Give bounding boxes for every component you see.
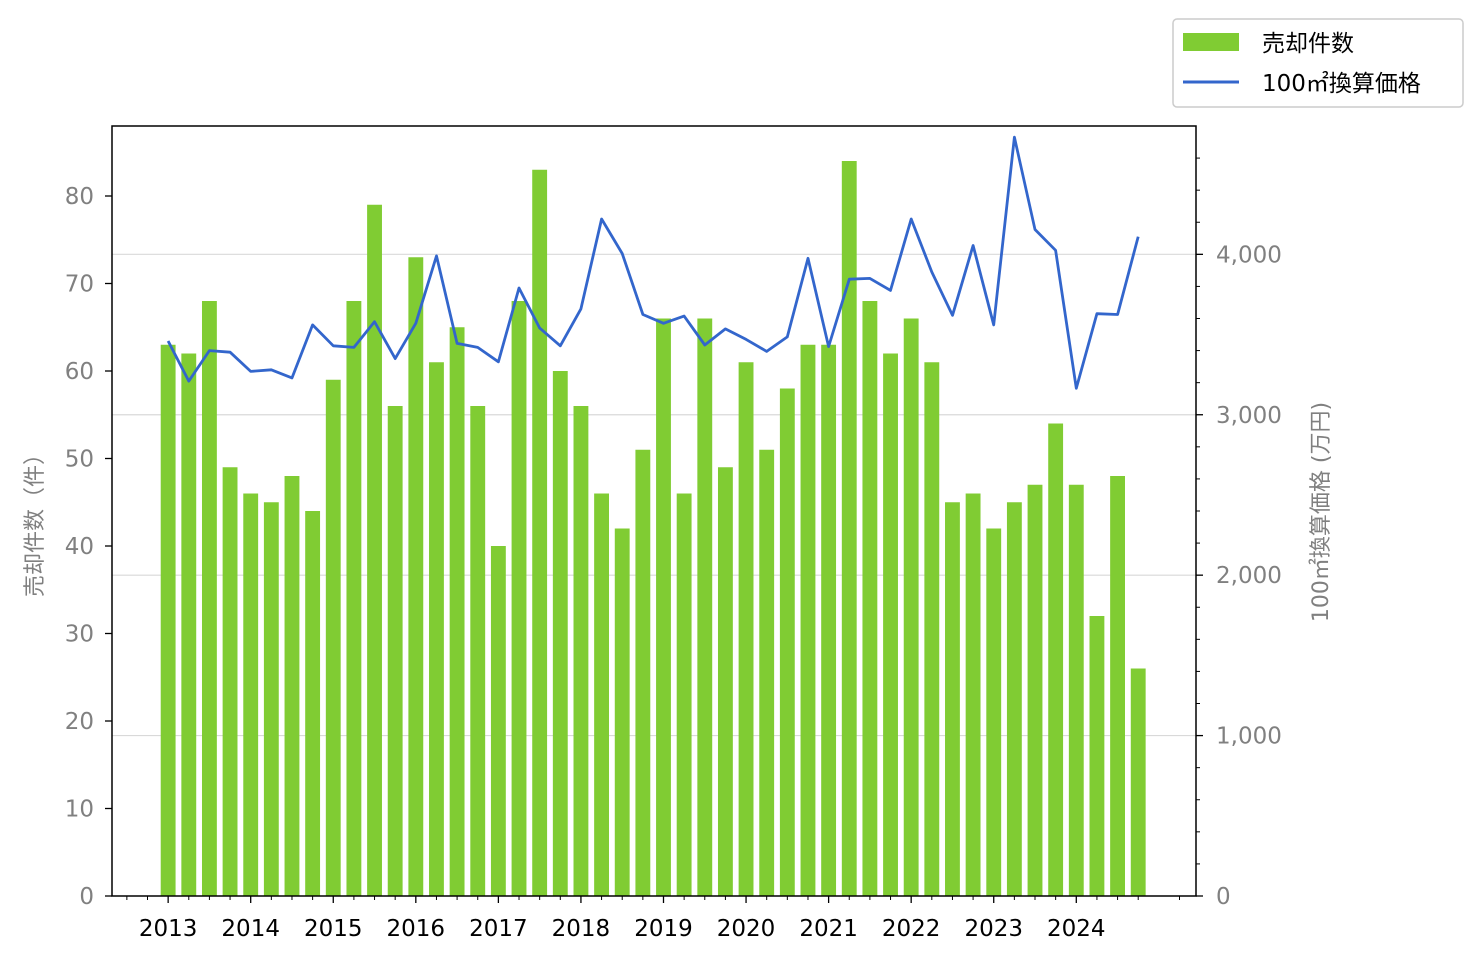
bar xyxy=(305,511,320,896)
bar xyxy=(285,476,300,896)
left-tick-label: 70 xyxy=(65,272,94,298)
bar xyxy=(512,301,527,896)
bar xyxy=(574,406,589,896)
bar xyxy=(635,450,650,896)
bar xyxy=(1089,616,1104,896)
bar xyxy=(532,170,547,896)
bar xyxy=(388,406,403,896)
bar xyxy=(862,301,877,896)
left-tick-label: 50 xyxy=(65,447,94,473)
bar xyxy=(615,529,630,897)
left-tick-label: 0 xyxy=(79,884,94,910)
bar xyxy=(677,494,692,897)
bar xyxy=(181,354,196,897)
bar xyxy=(1069,485,1084,896)
y-axis-left-label: 売却件数（件） xyxy=(23,443,48,597)
bar xyxy=(780,389,795,897)
bar xyxy=(1048,424,1063,897)
bar xyxy=(553,371,568,896)
right-tick-label: 2,000 xyxy=(1216,563,1282,589)
right-tick-label: 4,000 xyxy=(1216,242,1282,268)
bar xyxy=(842,161,857,896)
x-tick-label: 2024 xyxy=(1047,916,1106,942)
bar xyxy=(264,502,279,896)
bar xyxy=(1131,669,1146,897)
bar xyxy=(718,467,733,896)
bar xyxy=(202,301,217,896)
left-tick-label: 30 xyxy=(65,622,94,648)
bar xyxy=(1028,485,1043,896)
left-tick-label: 40 xyxy=(65,534,94,560)
legend: 売却件数 100㎡換算価格 xyxy=(1173,19,1463,107)
x-tick-label: 2020 xyxy=(717,916,776,942)
legend-bar-label: 売却件数 xyxy=(1262,31,1354,57)
x-tick-label: 2014 xyxy=(221,916,280,942)
bar xyxy=(883,354,898,897)
right-tick-label: 0 xyxy=(1216,884,1231,910)
bar xyxy=(945,502,960,896)
y-axis-right-label: 100㎡換算価格 (万円) xyxy=(1308,402,1334,622)
bar xyxy=(759,450,774,896)
x-tick-label: 2022 xyxy=(882,916,941,942)
bar xyxy=(346,301,361,896)
x-tick-label: 2016 xyxy=(387,916,446,942)
left-tick-label: 20 xyxy=(65,709,94,735)
price-line xyxy=(168,137,1138,388)
x-tick-label: 2019 xyxy=(634,916,693,942)
bar xyxy=(429,362,444,896)
x-tick-label: 2015 xyxy=(304,916,363,942)
bar xyxy=(243,494,258,897)
bar xyxy=(1110,476,1125,896)
bars xyxy=(161,161,1146,896)
legend-line-label: 100㎡換算価格 xyxy=(1262,71,1421,97)
bar xyxy=(986,529,1001,897)
x-tick-label: 2021 xyxy=(799,916,858,942)
x-tick-label: 2017 xyxy=(469,916,528,942)
bar xyxy=(904,319,919,897)
bar xyxy=(656,319,671,897)
price-line-path xyxy=(168,137,1138,388)
left-tick-label: 60 xyxy=(65,359,94,385)
right-tick-label: 3,000 xyxy=(1216,403,1282,429)
bar xyxy=(223,467,238,896)
bar xyxy=(408,257,423,896)
x-tick-label: 2023 xyxy=(964,916,1023,942)
bar xyxy=(966,494,981,897)
bar xyxy=(161,345,176,896)
left-tick-label: 10 xyxy=(65,797,94,823)
bar xyxy=(801,345,816,896)
x-tick-label: 2018 xyxy=(552,916,611,942)
bar xyxy=(739,362,754,896)
bar xyxy=(450,327,465,896)
bar xyxy=(697,319,712,897)
bar xyxy=(491,546,506,896)
bar xyxy=(470,406,485,896)
bar xyxy=(924,362,939,896)
bar xyxy=(1007,502,1022,896)
bar xyxy=(326,380,341,896)
bar xyxy=(594,494,609,897)
left-tick-label: 80 xyxy=(65,184,94,210)
legend-bar-swatch xyxy=(1183,33,1239,51)
bar xyxy=(821,345,836,896)
right-tick-label: 1,000 xyxy=(1216,724,1282,750)
bar xyxy=(367,205,382,896)
x-tick-label: 2013 xyxy=(139,916,198,942)
